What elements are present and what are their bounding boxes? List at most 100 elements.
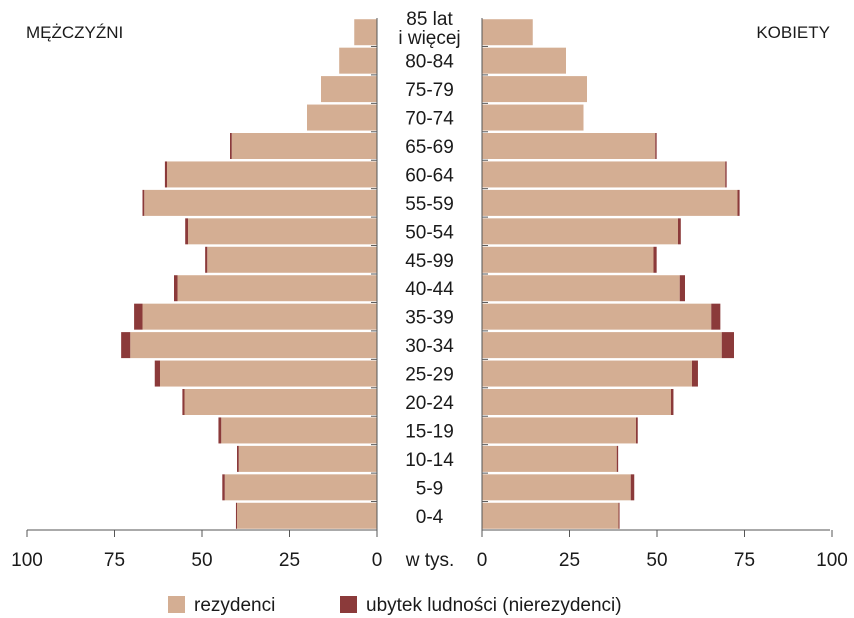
women-bars [482,19,740,529]
bar-men-rezydenci [238,445,377,472]
tick-label-right: 75 [734,550,755,571]
bar-men-nierezydenci [218,417,222,444]
bar-women-rezydenci [482,474,631,501]
bar-men-nierezydenci [185,218,188,245]
bar-women-nierezydenci [653,246,657,273]
legend-label-nierezydenci: ubytek ludności (nierezydenci) [366,595,622,616]
age-label: 75-79 [405,80,454,101]
bar-women-rezydenci [482,218,678,245]
age-label: 20-24 [405,393,454,414]
age-label: 50-54 [405,222,454,243]
tick-label-right: 100 [816,550,848,571]
bar-men-rezydenci [167,161,377,188]
age-label: 55-59 [405,194,454,215]
bar-women-nierezydenci [737,189,740,216]
bar-men-nierezydenci [182,389,185,415]
tick-label-right: 0 [477,550,488,571]
bar-men-nierezydenci [235,502,237,529]
bar-men-rezydenci [177,275,377,302]
bar-men-nierezydenci [174,275,178,302]
bar-men-rezydenci [184,389,377,415]
bar-women-rezydenci [482,133,656,159]
bar-women-rezydenci [482,47,566,74]
age-label: 0-4 [416,507,444,528]
bar-women-rezydenci [482,389,671,415]
bar-men-nierezydenci [142,189,145,216]
age-label: 15-19 [405,421,454,442]
men-bars [121,19,377,529]
bar-women-rezydenci [482,76,587,103]
bar-women-nierezydenci [618,502,620,529]
age-label: 35-39 [405,308,454,329]
bar-men-nierezydenci [230,133,232,159]
bar-men-rezydenci [142,303,377,330]
bar-men-rezydenci [130,332,377,359]
bar-women-rezydenci [482,360,692,387]
bar-women-rezydenci [482,189,738,216]
bar-men-nierezydenci [164,161,167,188]
tick-label-left: 100 [11,550,43,571]
legend-swatch-rezydenci [168,596,185,613]
bar-men-rezydenci [160,360,377,387]
bar-men-rezydenci [339,47,377,74]
age-label: 40-44 [405,279,454,300]
x-axis-ticks: 0 0 25 25 50 50 75 75 100 100 [11,530,848,571]
age-label: i więcej [398,28,460,49]
age-label: 85 lat [406,9,453,30]
age-label: 65-69 [405,137,454,158]
bar-women-nierezydenci [679,275,685,302]
bar-women-rezydenci [482,502,619,529]
bar-men-rezydenci [188,218,377,245]
legend: rezydenci ubytek ludności (nierezydenci) [168,595,622,616]
bar-men-nierezydenci [134,303,143,330]
bar-women-nierezydenci [655,133,657,159]
bar-women-nierezydenci [636,417,638,444]
age-label: 60-64 [405,165,454,186]
age-label: 80-84 [405,52,454,73]
bar-men-nierezydenci [222,474,225,501]
bar-women-nierezydenci [711,303,721,330]
bar-men-rezydenci [221,417,377,444]
tick-label-left: 25 [279,550,300,571]
bar-men-rezydenci [224,474,377,501]
bar-women-rezydenci [482,332,722,359]
tick-label-right: 25 [559,550,580,571]
bar-women-nierezydenci [616,445,619,472]
bar-women-rezydenci [482,445,617,472]
bar-men-nierezydenci [154,360,160,387]
men-side-label: MĘŻCZYŹNI [26,23,123,42]
tick-label-right: 50 [646,550,667,571]
legend-label-rezydenci: rezydenci [194,595,275,616]
age-label: 45-99 [405,251,454,272]
age-label: 25-29 [405,365,454,386]
bar-men-rezydenci [354,19,377,46]
bar-women-rezydenci [482,417,636,444]
bar-women-rezydenci [482,161,726,188]
legend-swatch-nierezydenci [340,596,357,613]
bar-women-nierezydenci [678,218,681,245]
bar-women-rezydenci [482,303,712,330]
age-label: 70-74 [405,109,454,130]
bar-women-rezydenci [482,275,680,302]
bar-men-nierezydenci [205,246,208,273]
age-label: 30-34 [405,336,454,357]
tick-label-left: 75 [104,550,125,571]
women-side-label: KOBIETY [756,23,830,42]
bar-women-rezydenci [482,104,584,131]
bar-men-rezydenci [237,502,377,529]
bar-men-rezydenci [144,189,377,216]
bar-women-nierezydenci [692,360,698,387]
bar-women-rezydenci [482,246,654,273]
bar-men-rezydenci [207,246,377,273]
x-axis-unit-label: w tys. [405,550,455,571]
bar-women-nierezydenci [630,474,635,501]
age-label: 5-9 [416,478,443,499]
bar-women-nierezydenci [725,161,727,188]
tick-label-left: 0 [372,550,383,571]
bar-men-nierezydenci [237,445,239,472]
bar-men-rezydenci [307,104,377,131]
bar-women-nierezydenci [721,332,734,359]
bar-men-nierezydenci [121,332,131,359]
